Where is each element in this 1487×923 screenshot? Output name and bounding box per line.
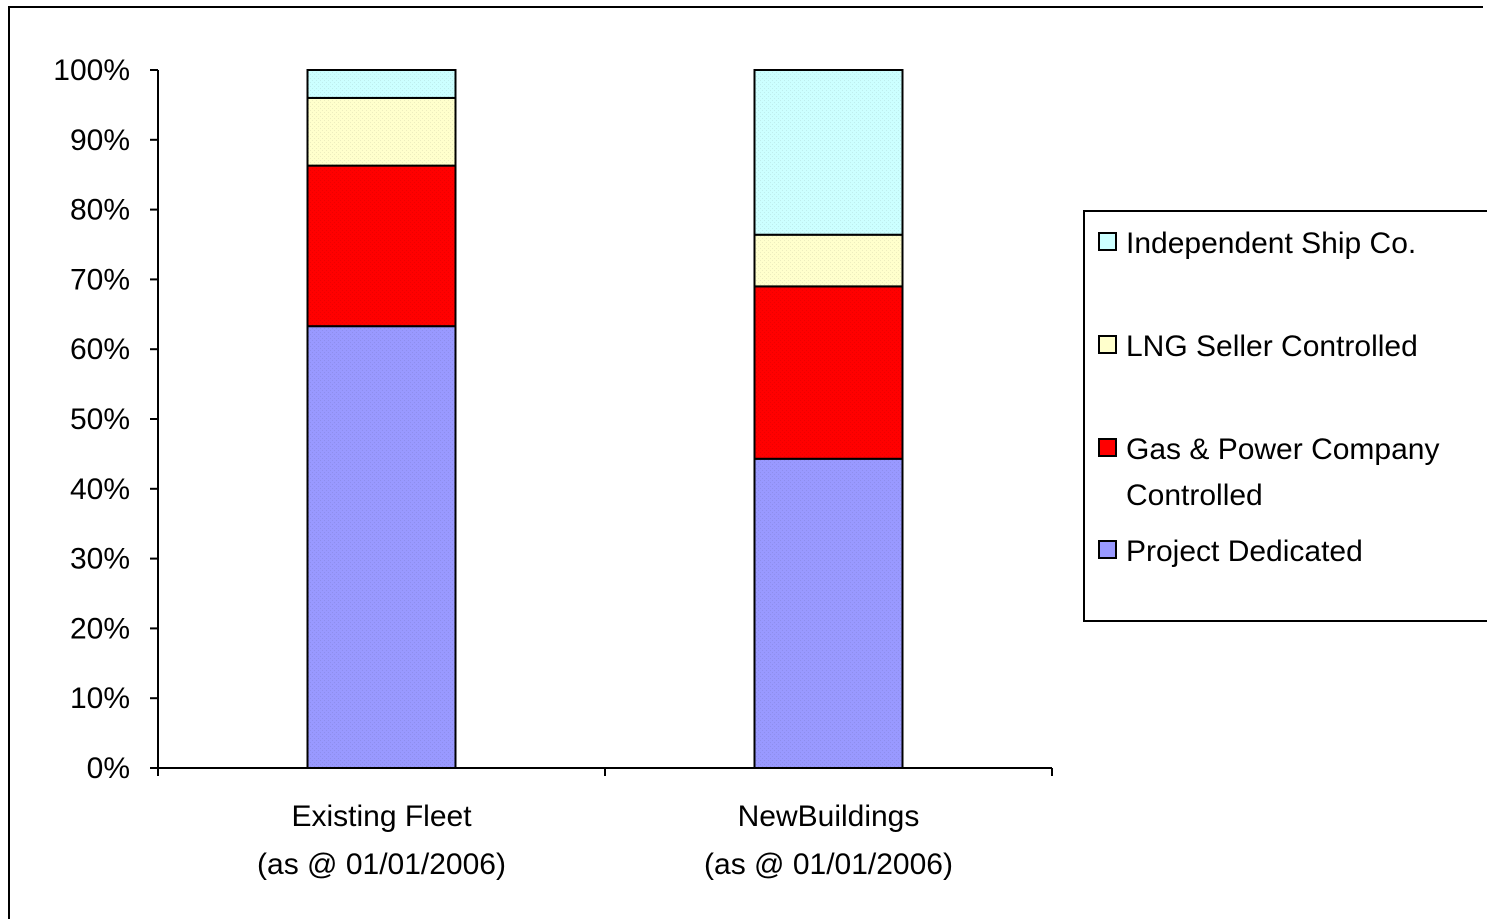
y-tick-label: 20% <box>70 612 130 645</box>
y-tick-label: 40% <box>70 473 130 506</box>
legend-item: LNG Seller Controlled <box>1098 330 1418 363</box>
y-tick-label: 90% <box>70 124 130 157</box>
legend-label: LNG Seller Controlled <box>1126 330 1418 363</box>
bar-segment <box>306 325 457 769</box>
y-tick-label: 70% <box>70 263 130 296</box>
x-axis: Existing Fleet (as @ 01/01/2006) NewBuildi… <box>157 767 1053 881</box>
bar-segment <box>306 69 457 99</box>
bar-segment <box>306 96 457 167</box>
bar-segment <box>753 69 904 236</box>
legend-item: Project Dedicated <box>1098 535 1363 568</box>
x-category-label: NewBuildings (as @ 01/01/2006) <box>704 800 953 881</box>
y-tick-label: 10% <box>70 682 130 715</box>
x-category-label: Existing Fleet (as @ 01/01/2006) <box>257 800 506 881</box>
y-tick-label: 80% <box>70 194 130 227</box>
bars <box>306 69 904 769</box>
legend-label: Project Dedicated <box>1126 535 1363 568</box>
bar-segment <box>753 285 904 460</box>
legend-item: Gas & Power Company Controlled <box>1098 433 1439 512</box>
y-tick-label: 100% <box>53 54 130 87</box>
legend-swatch <box>1098 540 1117 559</box>
legend-swatch <box>1098 335 1117 354</box>
y-tick-label: 50% <box>70 403 130 436</box>
legend-swatch <box>1098 438 1117 457</box>
legend: Independent Ship Co. LNG Seller Controlle… <box>1083 210 1487 622</box>
legend-label: Independent Ship Co. <box>1126 227 1416 260</box>
bar-segment <box>753 457 904 769</box>
legend-label: Gas & Power Company Controlled <box>1126 433 1439 512</box>
bar-segment <box>306 164 457 328</box>
legend-swatch <box>1098 232 1117 251</box>
y-axis: 0% 10% 20% 30% 40% 50% 60% 70% 80% 90% 100% <box>53 54 159 785</box>
legend-box <box>1083 210 1487 622</box>
y-tick-label: 60% <box>70 333 130 366</box>
y-tick-label: 30% <box>70 543 130 576</box>
bar-segment <box>753 233 904 288</box>
y-tick-label: 0% <box>87 752 130 785</box>
legend-item: Independent Ship Co. <box>1098 227 1416 260</box>
